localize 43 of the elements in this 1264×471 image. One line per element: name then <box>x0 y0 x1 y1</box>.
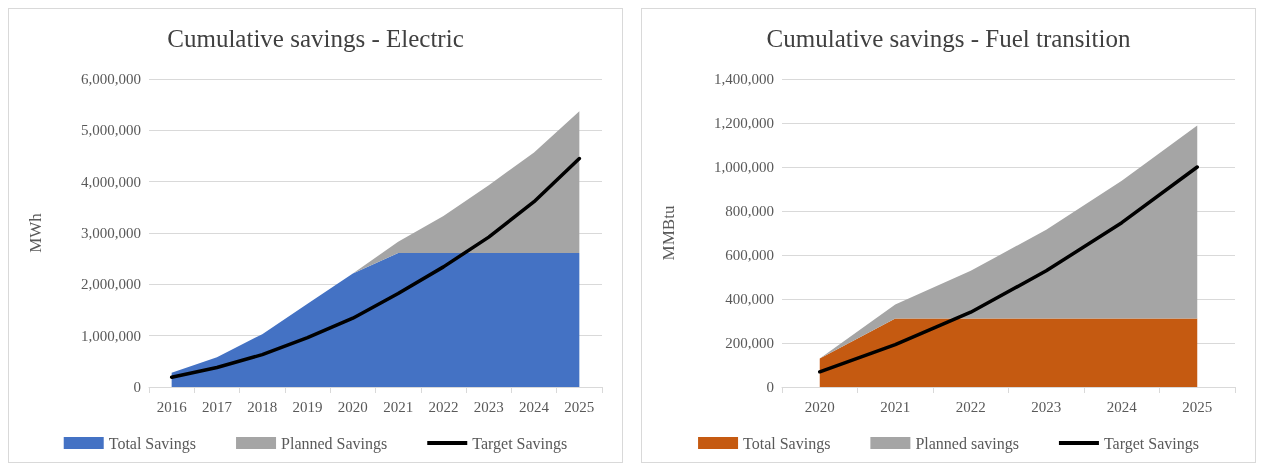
line-series <box>818 165 1199 374</box>
y-tick-label: 6,000,000 <box>81 71 141 87</box>
y-tick-label: 1,200,000 <box>714 115 774 131</box>
y-tick-label: 4,000,000 <box>81 173 141 190</box>
y-tick-label: 0 <box>133 379 141 395</box>
y-tick-label: 1,000,000 <box>714 159 774 175</box>
x-tick-label: 2024 <box>519 398 550 415</box>
chart-title: Cumulative savings - Electric <box>167 25 464 52</box>
y-tick-label: 600,000 <box>725 247 774 263</box>
x-tick-label: 2022 <box>955 398 986 415</box>
x-tick-label: 2016 <box>156 398 188 415</box>
x-tick-label: 2021 <box>383 398 414 415</box>
x-tick-label: 2023 <box>1031 398 1062 415</box>
x-tick-label: 2022 <box>428 398 459 415</box>
x-tick-label: 2021 <box>880 398 911 415</box>
line-series <box>169 156 582 379</box>
legend-label: Target Savings <box>1103 434 1199 453</box>
y-tick-label: 200,000 <box>725 335 774 351</box>
chart-title: Cumulative savings - Fuel transition <box>766 25 1131 52</box>
x-tick-label: 2017 <box>201 398 233 415</box>
x-tick-label: 2018 <box>247 398 278 415</box>
y-tick-label: 5,000,000 <box>81 122 141 139</box>
legend-label: Total Savings <box>743 434 831 453</box>
y-axis-title: MWh <box>26 212 45 253</box>
y-tick-label: 400,000 <box>725 291 774 307</box>
legend-label: Total Savings <box>108 434 197 453</box>
y-tick-label: 800,000 <box>725 203 774 219</box>
y-tick-label: 3,000,000 <box>81 225 141 241</box>
y-tick-label: 0 <box>766 379 774 395</box>
x-tick-label: 2025 <box>564 398 595 415</box>
x-tick-label: 2023 <box>473 398 504 415</box>
legend-label: Target Savings <box>472 434 568 453</box>
y-tick-label: 1,400,000 <box>714 71 774 87</box>
x-tick-label: 2024 <box>1106 398 1138 415</box>
y-axis-title: MMBtu <box>659 205 678 261</box>
x-tick-label: 2020 <box>337 398 368 415</box>
legend-label: Planned savings <box>915 434 1019 453</box>
y-tick-label: 2,000,000 <box>81 276 141 293</box>
legend-label: Planned Savings <box>281 434 388 453</box>
x-tick-label: 2019 <box>292 398 323 415</box>
y-tick-label: 1,000,000 <box>81 327 141 344</box>
x-tick-label: 2025 <box>1182 398 1213 415</box>
x-tick-label: 2020 <box>804 398 835 415</box>
